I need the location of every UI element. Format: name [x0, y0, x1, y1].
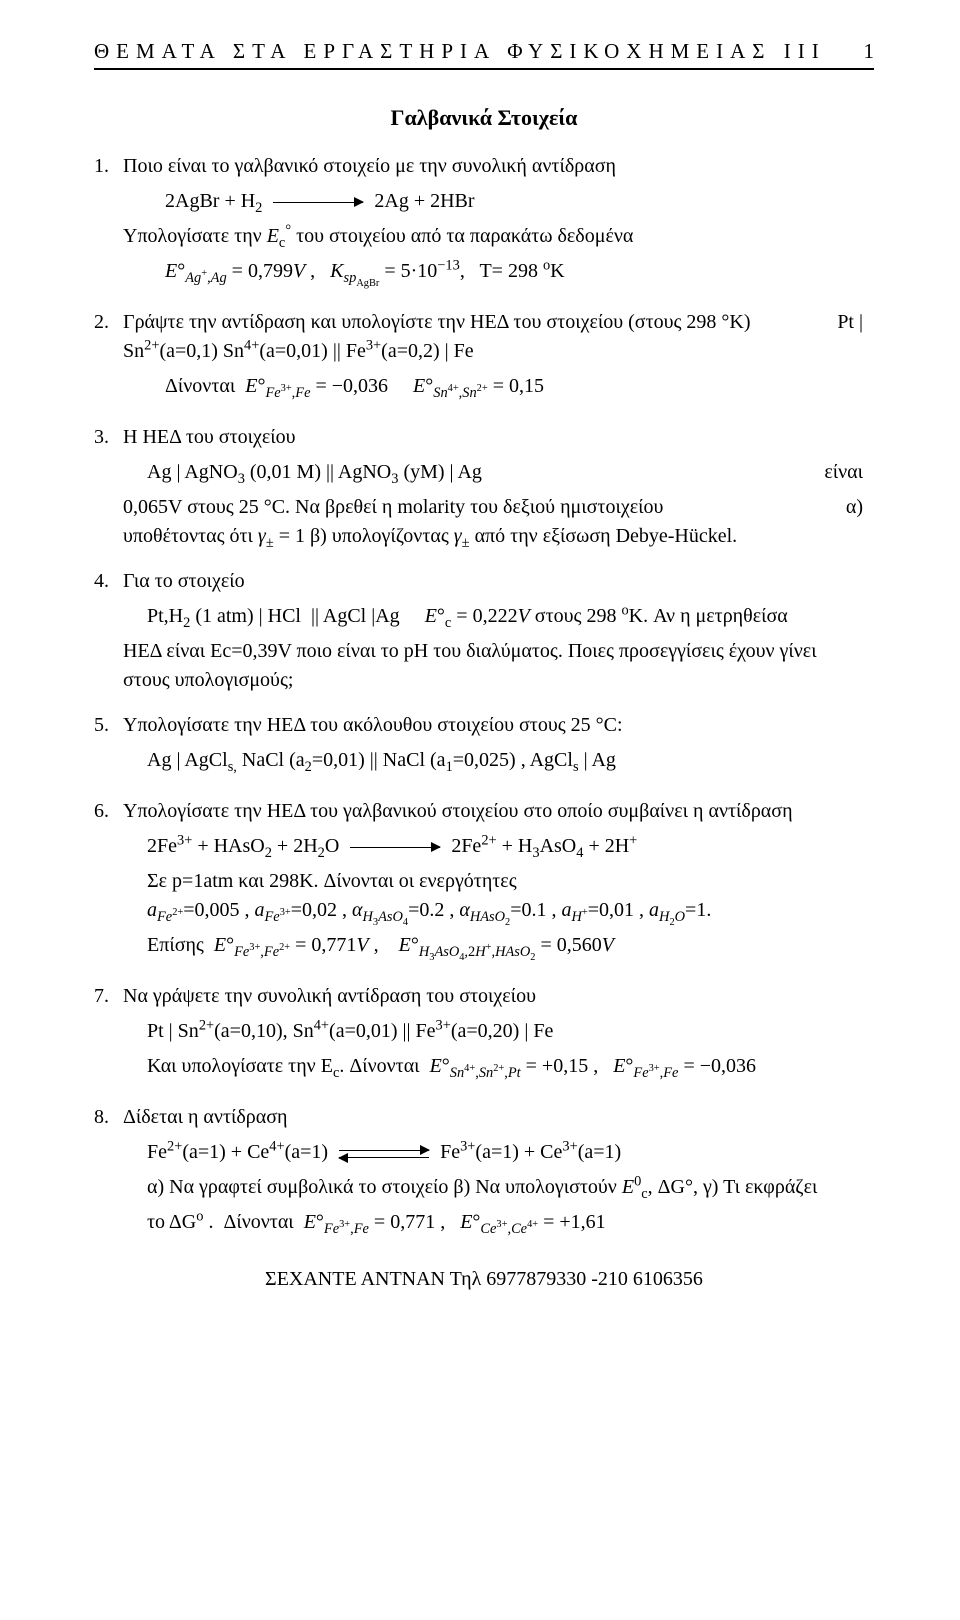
problem-number: 5.	[94, 711, 118, 740]
text-fragment: α) Να γραφτεί συμβολικά το στοιχείο β) Ν…	[147, 1176, 622, 1198]
problem-text: ΗΕΔ είναι Ec=0,39V ποιο είναι το pH του …	[123, 637, 863, 695]
given-potentials: Επίσης E°Fe3+,Fe2+ = 0,771V , E°H3AsO4,2…	[147, 931, 863, 960]
text-fragment: του στοιχείου από τα παρακάτω δεδομένα	[296, 225, 633, 247]
arrow-icon	[273, 202, 363, 203]
text-fragment: , ΔG°, γ) Τι εκφράζει	[648, 1176, 818, 1198]
trail-text: είναι	[824, 458, 863, 487]
reaction-equation: 2Fe3+ + HAsO2 + 2H2O 2Fe2+ + H3AsO4 + 2H…	[147, 832, 863, 861]
problem-text: Γράψτε την αντίδραση και υπολογίστε την …	[123, 308, 751, 337]
problem-number: 8.	[94, 1103, 118, 1132]
page-footer: ΣΕΧΑΝΤΕ ΑΝΤΝΑΝ Τηλ 6977879330 -210 61063…	[94, 1265, 874, 1294]
page-number: 1	[864, 36, 875, 66]
problem-text: Υπολογίσατε την ΗΕΔ του γαλβανικού στοιχ…	[123, 800, 793, 822]
problem-text: α)	[846, 493, 863, 522]
reaction-equation: 2AgBr + H2 2Ag + 2HBr	[165, 187, 863, 216]
given-data: E°Ag+,Ag = 0,799V , KspAgBr = 5·10−13, T…	[165, 257, 863, 286]
cell-notation: Ag | AgCls, NaCl (a2=0,01) || NaCl (a1=0…	[147, 746, 863, 775]
problem-number: 4.	[94, 567, 118, 596]
cell-line: Ag | AgNO3 (0,01 M) || AgNO3 (yM) | Ag ε…	[147, 458, 863, 487]
problem-8: 8. Δίδεται η αντίδραση Fe2+(a=1) + Ce4+(…	[94, 1103, 874, 1243]
problem-text: υποθέτοντας ότι γ± = 1 β) υπολογίζοντας …	[123, 522, 863, 551]
problem-text: Η ΗΕΔ του στοιχείου	[123, 426, 296, 448]
cell-notation: Pt,H2 (1 atm) | HCl || AgCl |Ag E°c = 0,…	[147, 602, 863, 631]
problem-5: 5. Υπολογίσατε την ΗΕΔ του ακόλουθου στο…	[94, 711, 874, 781]
page-header: ΘΕΜΑΤΑ ΣΤΑ ΕΡΓΑΣΤΗΡΙΑ ΦΥΣΙΚΟΧΗΜΕΙΑΣ ΙΙΙ …	[94, 36, 874, 70]
problem-2: 2. Γράψτε την αντίδραση και υπολογίστε τ…	[94, 308, 874, 407]
problem-4: 4. Για το στοιχείο Pt,H2 (1 atm) | HCl |…	[94, 567, 874, 695]
reaction-equation: Fe2+(a=1) + Ce4+(a=1) Fe3+(a=1) + Ce3+(a…	[147, 1138, 863, 1167]
cell-notation: Pt | Sn2+(a=0,10), Sn4+(a=0,01) || Fe3+(…	[147, 1017, 863, 1046]
page-subtitle: Γαλβανικά Στοιχεία	[94, 102, 874, 134]
text-fragment: Σε p=1atm και 298K. Δίνονται οι ενεργότη…	[147, 870, 517, 892]
text-fragment: Υπολογίσατε την	[123, 225, 267, 247]
problem-line: Υπολογίσατε την Ec° του στοιχείου από τα…	[123, 222, 863, 251]
problem-text: 0,065V στους 25 °C. Να βρεθεί η molarity…	[123, 493, 663, 522]
arrow-icon	[350, 847, 440, 848]
header-title: ΘΕΜΑΤΑ ΣΤΑ ΕΡΓΑΣΤΗΡΙΑ ΦΥΣΙΚΟΧΗΜΕΙΑΣ ΙΙΙ	[94, 36, 826, 66]
given-data: Και υπολογίσατε την Ec. Δίνονται E°Sn4+,…	[147, 1052, 863, 1081]
problem-3: 3. Η ΗΕΔ του στοιχείου Ag | AgNO3 (0,01 …	[94, 423, 874, 551]
problem-text: Υπολογίσατε την ΗΕΔ του ακόλουθου στοιχε…	[123, 714, 623, 736]
problem-number: 1.	[94, 152, 118, 181]
problem-text: Ποιο είναι το γαλβανικό στοιχείο με την …	[123, 155, 616, 177]
equilibrium-arrow-icon	[339, 1148, 429, 1160]
reaction-right: 2Ag + 2HBr	[374, 190, 474, 212]
reaction-left: 2AgBr + H	[165, 190, 255, 212]
given-data: Δίνονται E°Fe3+,Fe = −0,036 E°Sn4+,Sn2+ …	[165, 372, 863, 401]
problem-text: Να γράψετε την συνολική αντίδραση του στ…	[123, 985, 536, 1007]
problem-7: 7. Να γράψετε την συνολική αντίδραση του…	[94, 982, 874, 1087]
problem-1: 1. Ποιο είναι το γαλβανικό στοιχείο με τ…	[94, 152, 874, 292]
cell-notation: Ag | AgNO3 (0,01 M) || AgNO3 (yM) | Ag	[147, 458, 482, 487]
problem-number: 3.	[94, 423, 118, 452]
problem-6: 6. Υπολογίσατε την ΗΕΔ του γαλβανικού στ…	[94, 797, 874, 966]
given-data: το ΔGo . Δίνονται E°Fe3+,Fe = 0,771 , E°…	[147, 1208, 863, 1237]
problem-number: 2.	[94, 308, 118, 337]
problem-text: Δίδεται η αντίδραση	[123, 1106, 287, 1128]
problem-text: Για το στοιχείο	[123, 570, 245, 592]
given-data: Σε p=1atm και 298K. Δίνονται οι ενεργότη…	[147, 867, 863, 925]
problem-text-pt: Pt |	[837, 308, 863, 337]
problem-number: 6.	[94, 797, 118, 826]
problem-text: α) Να γραφτεί συμβολικά το στοιχείο β) Ν…	[147, 1173, 863, 1202]
cell-notation: Sn2+(a=0,1) Sn4+(a=0,01) || Fe3+(a=0,2) …	[123, 337, 863, 366]
problem-number: 7.	[94, 982, 118, 1011]
